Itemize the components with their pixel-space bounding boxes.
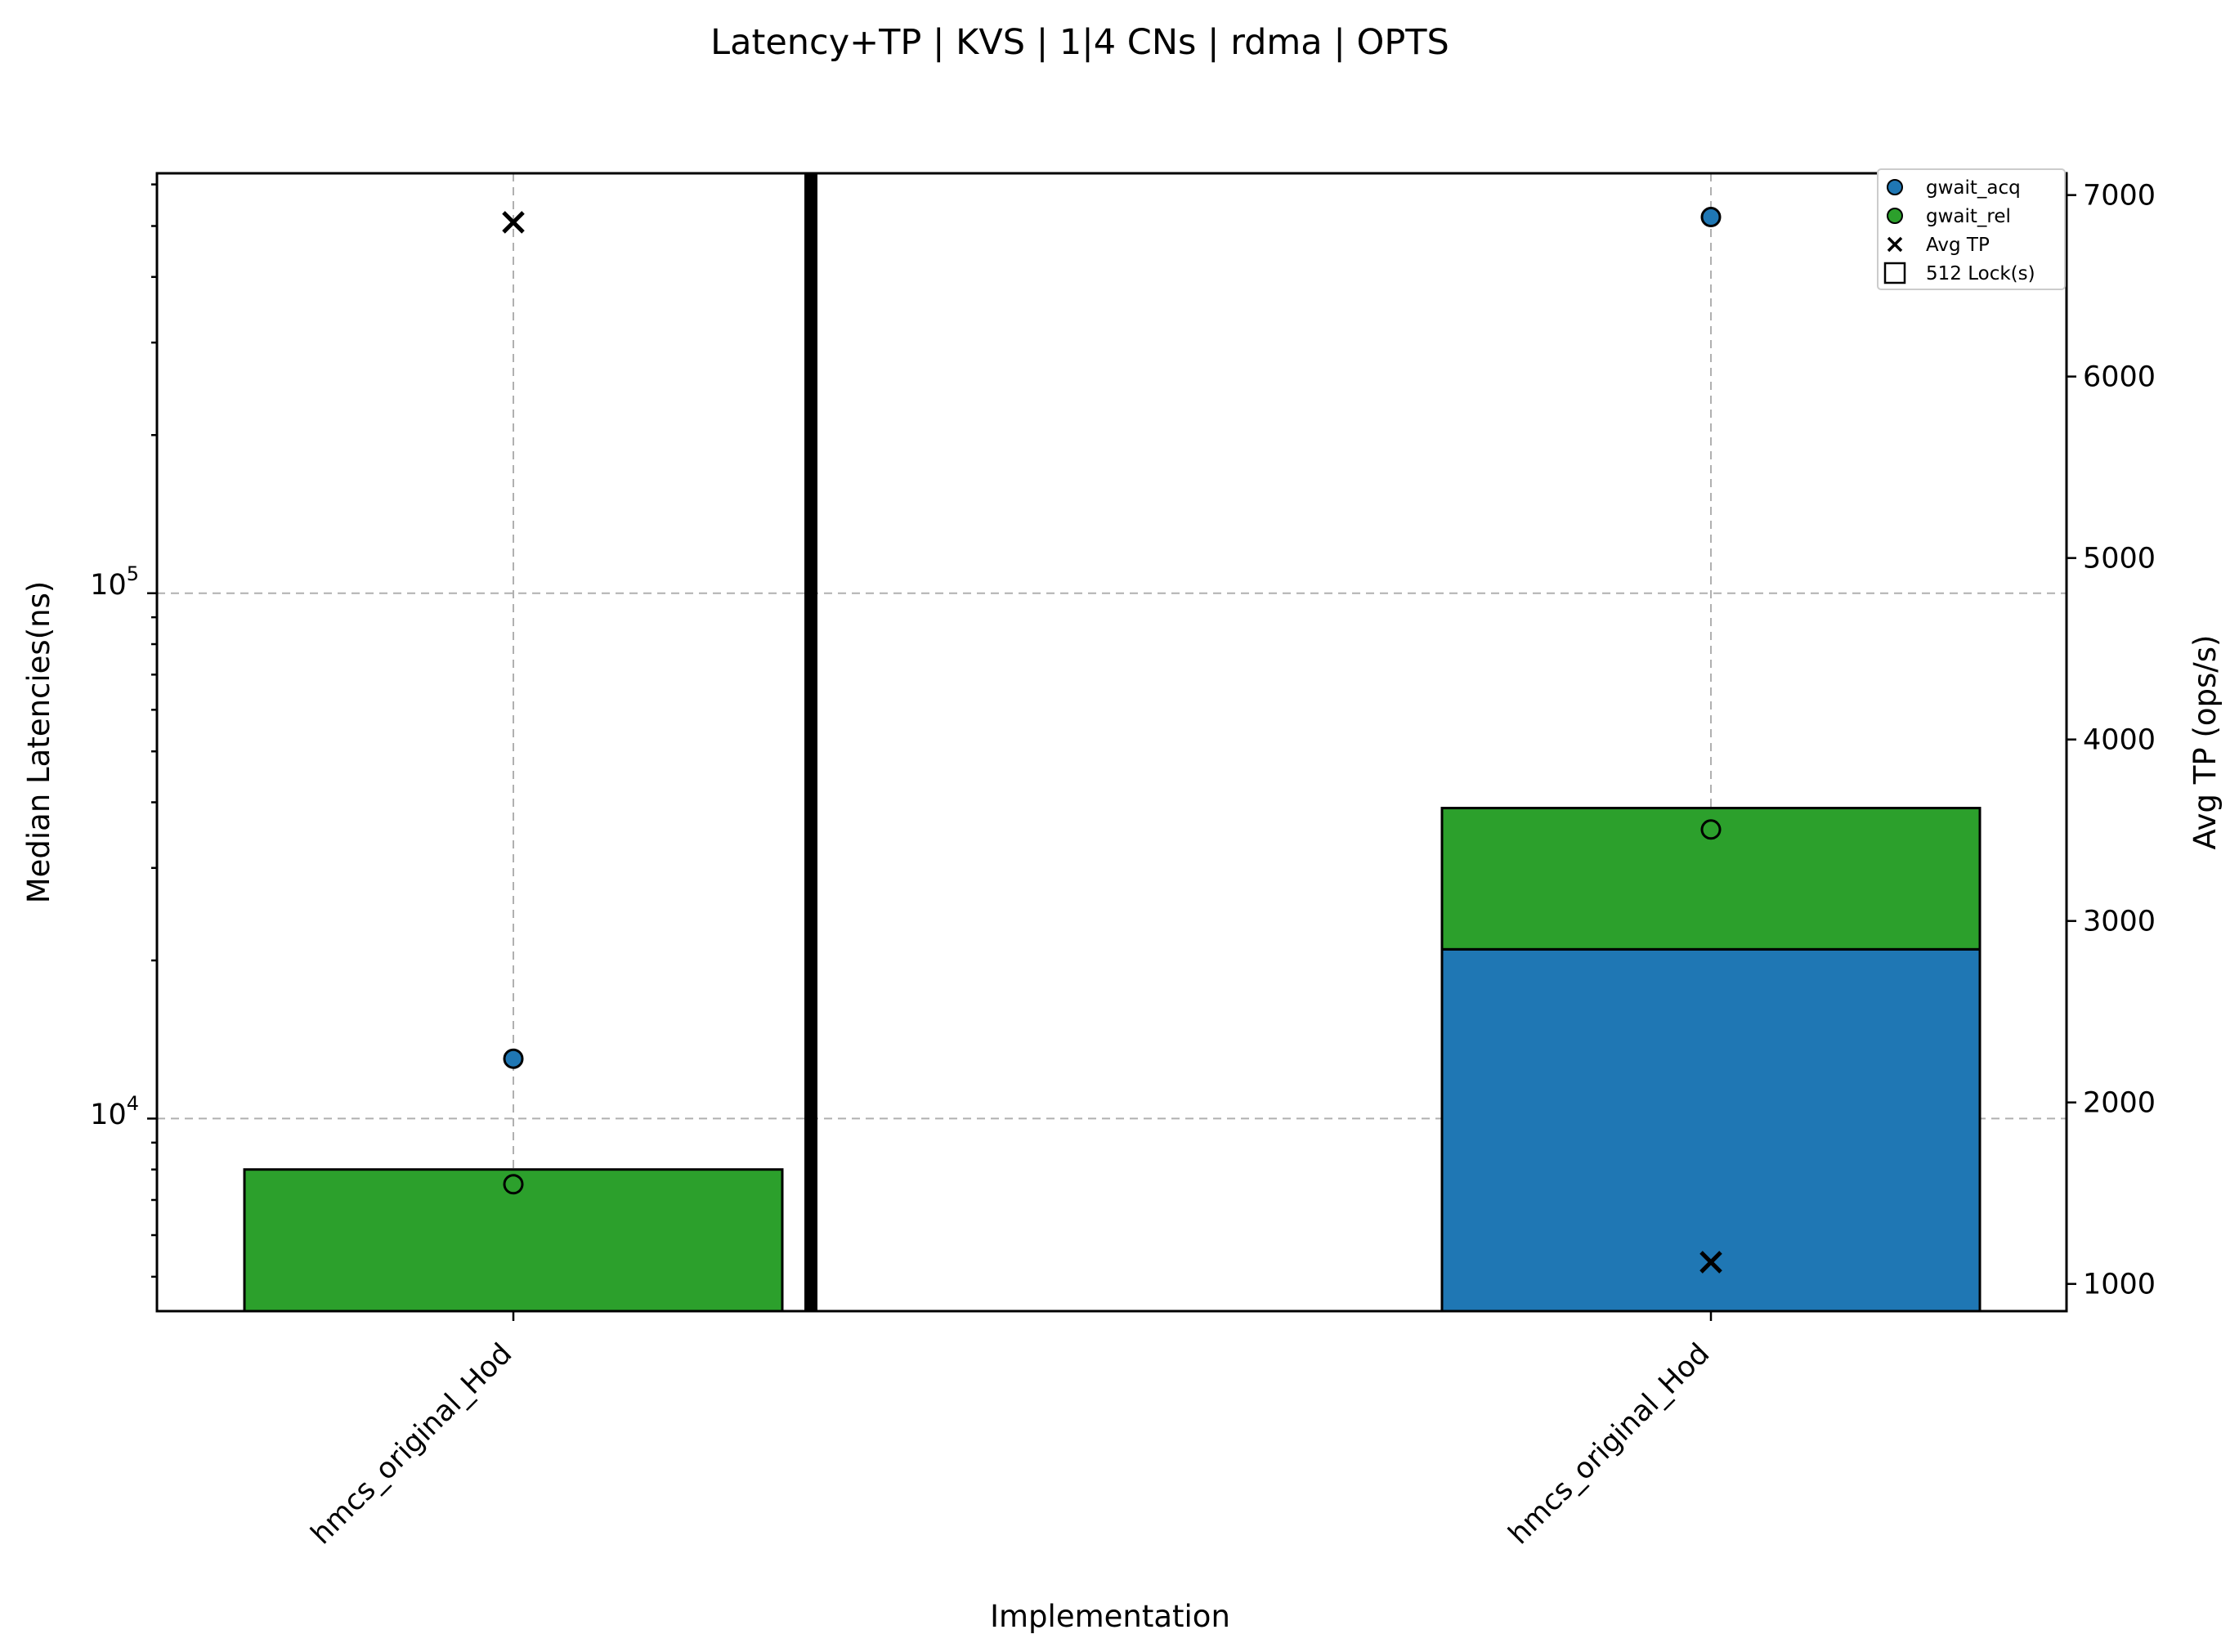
svg-text:105: 105 — [90, 562, 139, 602]
bar-gwait-acq-1 — [1440, 947, 1982, 1313]
x-axis-label: Implementation — [990, 1599, 1230, 1634]
marker-layer — [502, 207, 1722, 1274]
svg-text:104: 104 — [90, 1092, 139, 1131]
y-tick-label-1e4: 104 — [90, 1092, 139, 1131]
y2-tick-label-0: 1000 — [2083, 1269, 2156, 1301]
point-avg-tp-1 — [1699, 1251, 1722, 1274]
plot-frame — [155, 172, 2068, 1313]
legend-gwait-acq-marker — [1887, 179, 1903, 195]
point-gwait-rel-0 — [503, 1174, 524, 1195]
legend-gwait-rel-marker — [1887, 208, 1903, 224]
y2-tick-label-4: 5000 — [2083, 543, 2156, 575]
x-tick-label-2: hmcs_original_Hod — [1502, 1337, 1716, 1551]
legend-avg-tp-marker — [1887, 236, 1903, 253]
y2-axis-label: Avg TP (ops/s) — [2188, 635, 2223, 850]
y2-tick-label-2: 3000 — [2083, 906, 2156, 938]
y2-tick-label-5: 6000 — [2083, 361, 2156, 394]
y-axis-label: Median Latencies(ns) — [21, 581, 56, 904]
legend: gwait_acq gwait_rel Avg TP 512 Lock(s) — [1877, 168, 2066, 290]
legend-gwait-acq-label: gwait_acq — [1926, 177, 2021, 199]
y2-tick-label-1: 2000 — [2083, 1087, 2156, 1120]
legend-locks-label: 512 Lock(s) — [1926, 263, 2035, 284]
tick-layer: 1000 2000 3000 4000 5000 6000 7000 — [147, 180, 2156, 1321]
y2-tick-label-3: 4000 — [2083, 724, 2156, 757]
legend-box — [1877, 168, 2066, 290]
y2-tick-label-6: 7000 — [2083, 180, 2156, 213]
point-gwait-acq-0 — [503, 1048, 524, 1069]
legend-locks-marker — [1883, 262, 1906, 284]
legend-avg-tp-label: Avg TP — [1926, 235, 1990, 256]
point-avg-tp-0 — [502, 211, 525, 234]
chart-title: Latency+TP | KVS | 1|4 CNs | rdma | OPTS — [710, 22, 1449, 63]
point-gwait-acq-1 — [1700, 207, 1722, 228]
legend-gwait-rel-label: gwait_rel — [1926, 206, 2011, 227]
point-gwait-rel-1 — [1700, 819, 1722, 840]
y-tick-label-1e5: 105 — [90, 562, 139, 602]
x-tick-label-1: hmcs_original_Hod — [305, 1337, 518, 1551]
